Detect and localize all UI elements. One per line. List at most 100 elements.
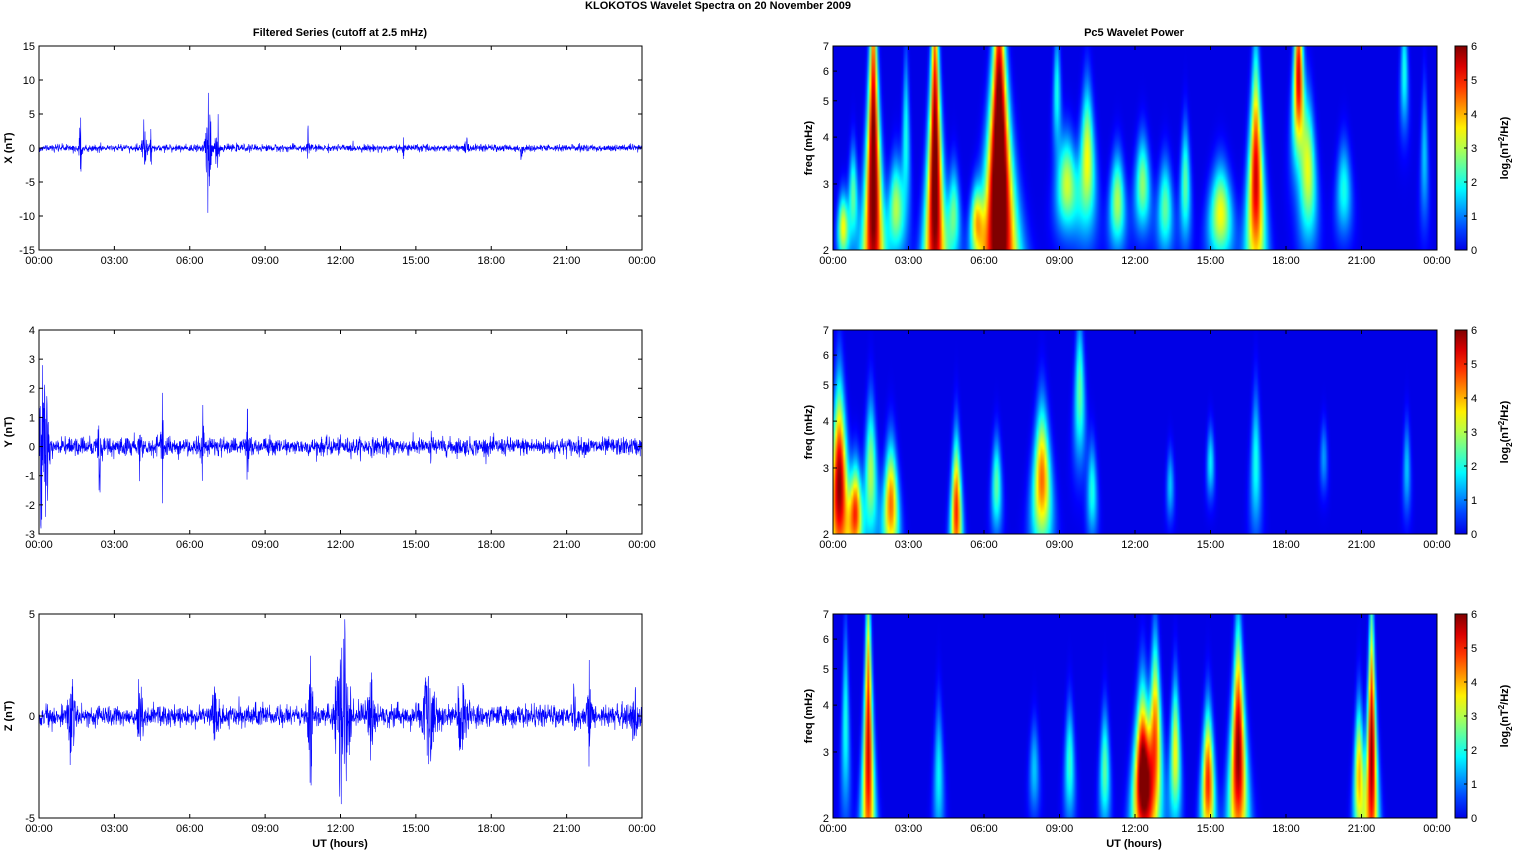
x-tick-label: 00:00 bbox=[25, 823, 53, 835]
y-tick-label: 2 bbox=[823, 245, 829, 257]
right-column-title: Pc5 Wavelet Power bbox=[1084, 27, 1185, 39]
y-tick-label: 10 bbox=[23, 75, 35, 87]
x-tick-label: 00:00 bbox=[1423, 539, 1451, 551]
colorbar-label-part: log bbox=[1499, 731, 1511, 748]
x-tick-label: 03:00 bbox=[895, 539, 923, 551]
x-tick-label: 00:00 bbox=[819, 255, 847, 267]
x-tick-label: 15:00 bbox=[1197, 823, 1225, 835]
colorbar-tick-label: 0 bbox=[1471, 245, 1477, 257]
colorbar-label-part: log bbox=[1499, 163, 1511, 180]
x-tick-label: 18:00 bbox=[477, 255, 505, 267]
colorbar-tick-label: 0 bbox=[1471, 529, 1477, 541]
left-column-title: Filtered Series (cutoff at 2.5 mHz) bbox=[253, 27, 428, 39]
y-tick-label: 6 bbox=[823, 66, 829, 78]
colorbar-tick-label: 2 bbox=[1471, 461, 1477, 473]
y-tick-label: 6 bbox=[823, 350, 829, 362]
x-tick-label: 00:00 bbox=[628, 255, 656, 267]
x-tick-label: 18:00 bbox=[1272, 255, 1300, 267]
colorbar-tick-label: 1 bbox=[1471, 779, 1477, 791]
y-tick-label: -5 bbox=[25, 813, 35, 825]
y-tick-label: 4 bbox=[823, 700, 829, 712]
x-tick-label: 15:00 bbox=[402, 255, 430, 267]
left-xlabel: UT (hours) bbox=[312, 838, 368, 850]
y-tick-label: 3 bbox=[823, 179, 829, 191]
x-tick-label: 03:00 bbox=[101, 539, 129, 551]
colorbar-tick-label: 4 bbox=[1471, 109, 1477, 121]
y-axis-label: Z (nT) bbox=[3, 700, 15, 731]
colorbar-tick-label: 1 bbox=[1471, 211, 1477, 223]
colorbar-tick-label: 1 bbox=[1471, 495, 1477, 507]
x-tick-label: 18:00 bbox=[1272, 539, 1300, 551]
signal-trace bbox=[38, 365, 643, 529]
y-tick-label: 7 bbox=[823, 325, 829, 337]
x-tick-label: 12:00 bbox=[327, 539, 355, 551]
z-wavelet-power-plot: 2 3 4 5 6 7 00:00 03:00 06:00 09:00 12:00 15:00 18:0… bbox=[803, 609, 1514, 835]
plot-area bbox=[39, 330, 642, 534]
y-tick-label: -15 bbox=[19, 245, 35, 257]
y-axis-label: Y (nT) bbox=[3, 416, 15, 447]
x-tick-label: 09:00 bbox=[1046, 255, 1074, 267]
x-tick-label: 03:00 bbox=[101, 255, 129, 267]
y-tick-label: 0 bbox=[29, 711, 35, 723]
colorbar-tick-label: 3 bbox=[1471, 427, 1477, 439]
x-component-plot: -15 -10 -5 0 5 10 15 00:00 03:00 06:00 09:00 12:00 1… bbox=[3, 41, 656, 267]
x-tick-label: 03:00 bbox=[101, 823, 129, 835]
colorbar-label-part: 2 bbox=[1497, 704, 1506, 709]
y-tick-label: 1 bbox=[29, 412, 35, 424]
colorbar-tick-label: 3 bbox=[1471, 143, 1477, 155]
y-tick-label: 0 bbox=[29, 143, 35, 155]
x-tick-label: 18:00 bbox=[477, 823, 505, 835]
x-tick-label: 12:00 bbox=[1121, 539, 1149, 551]
colorbar-label-part: /Hz) bbox=[1499, 116, 1511, 137]
y-tick-label: 3 bbox=[823, 747, 829, 759]
x-tick-label: 15:00 bbox=[1197, 539, 1225, 551]
colorbar-tick-label: 3 bbox=[1471, 711, 1477, 723]
signal-trace bbox=[38, 619, 643, 805]
colorbar-label: log2(nT2/Hz) bbox=[1497, 116, 1514, 179]
y-tick-label: 3 bbox=[823, 463, 829, 475]
x-tick-label: 09:00 bbox=[251, 255, 279, 267]
y-component-plot: -3 -2 -1 0 1 2 3 4 00:00 03:00 06:00 09:00 12:00 15:0… bbox=[3, 325, 656, 551]
colorbar-label-part: (nT bbox=[1499, 709, 1511, 726]
colorbar-tick-label: 4 bbox=[1471, 677, 1477, 689]
y-tick-label: 5 bbox=[823, 96, 829, 108]
x-tick-label: 21:00 bbox=[1348, 255, 1376, 267]
colorbar-label-part: 2 bbox=[1505, 726, 1514, 731]
x-tick-label: 06:00 bbox=[970, 539, 998, 551]
y-tick-label: 7 bbox=[823, 609, 829, 621]
y-tick-label: 6 bbox=[823, 634, 829, 646]
x-tick-label: 18:00 bbox=[477, 539, 505, 551]
x-tick-label: 06:00 bbox=[176, 823, 204, 835]
y-tick-label: 5 bbox=[823, 380, 829, 392]
x-tick-label: 06:00 bbox=[176, 255, 204, 267]
colorbar-label: log2(nT2/Hz) bbox=[1497, 684, 1514, 747]
x-tick-label: 00:00 bbox=[25, 539, 53, 551]
x-tick-label: 21:00 bbox=[1348, 823, 1376, 835]
colorbar-label-part: 2 bbox=[1505, 442, 1514, 447]
x-tick-label: 03:00 bbox=[895, 255, 923, 267]
colorbar-label-part: log bbox=[1499, 447, 1511, 464]
x-tick-label: 12:00 bbox=[327, 823, 355, 835]
x-tick-label: 21:00 bbox=[553, 539, 581, 551]
x-tick-label: 09:00 bbox=[251, 823, 279, 835]
y-tick-label: 2 bbox=[823, 529, 829, 541]
y-tick-label: 2 bbox=[823, 813, 829, 825]
x-tick-label: 15:00 bbox=[402, 539, 430, 551]
y-tick-label: 5 bbox=[823, 664, 829, 676]
colorbar-label-part: /Hz) bbox=[1499, 684, 1511, 705]
x-tick-label: 18:00 bbox=[1272, 823, 1300, 835]
x-tick-label: 21:00 bbox=[553, 255, 581, 267]
colorbar-tick-label: 6 bbox=[1471, 325, 1477, 337]
colorbar-tick-label: 4 bbox=[1471, 393, 1477, 405]
y-axis-label: freq (mHz) bbox=[803, 404, 815, 459]
y-tick-label: 4 bbox=[823, 132, 829, 144]
colorbar-label-part: (nT bbox=[1499, 425, 1511, 442]
wavelet-power-image bbox=[833, 46, 1437, 250]
y-tick-label: -2 bbox=[25, 500, 35, 512]
colorbar-tick-label: 5 bbox=[1471, 75, 1477, 87]
y-axis-label: X (nT) bbox=[3, 132, 15, 163]
figure-title: KLOKOTOS Wavelet Spectra on 20 November … bbox=[585, 0, 851, 12]
x-tick-label: 00:00 bbox=[628, 823, 656, 835]
x-tick-label: 03:00 bbox=[895, 823, 923, 835]
